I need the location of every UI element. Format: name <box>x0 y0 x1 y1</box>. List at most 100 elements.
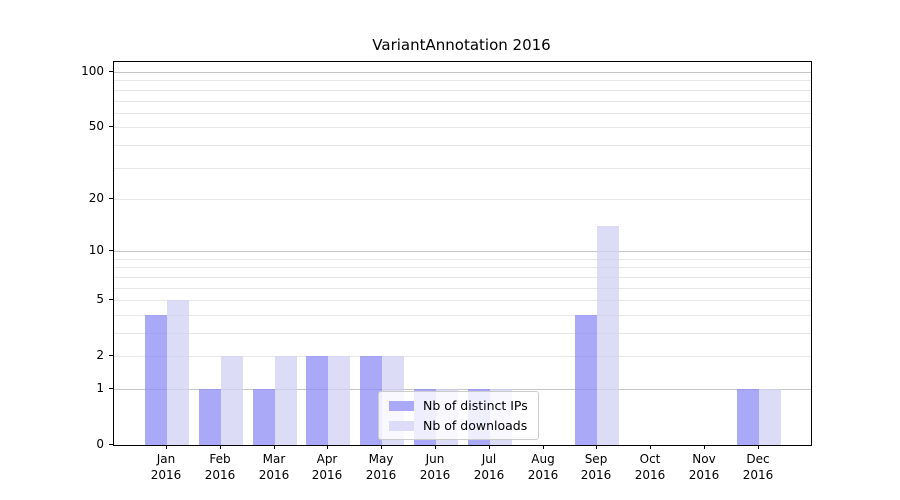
x-tick-month: Jun <box>425 452 445 466</box>
x-tick-year: 2016 <box>150 468 182 482</box>
legend-entry-downloads: Nb of downloads <box>389 419 528 432</box>
x-tick-month: May <box>368 452 394 466</box>
bar-ips-sep <box>575 314 598 445</box>
gridline-major <box>114 72 811 73</box>
bar-ips-dec <box>736 389 759 445</box>
bar-ips-jan <box>145 314 167 445</box>
gridline-minor <box>114 89 811 91</box>
x-tick-year: 2016 <box>527 468 559 482</box>
legend: Nb of distinct IPs Nb of downloads <box>378 391 539 440</box>
y-tick-label: 5 <box>96 292 104 306</box>
x-tick-month: Oct <box>639 452 661 466</box>
x-tick-month: Apr <box>316 452 338 466</box>
x-tick-year: 2016 <box>634 468 666 482</box>
x-tick-year: 2016 <box>742 468 774 482</box>
x-tick-label: Apr 2016 <box>297 451 357 483</box>
gridline-minor <box>114 100 811 102</box>
x-tick-mark <box>489 445 490 449</box>
gridline-major <box>114 251 811 253</box>
x-tick-year: 2016 <box>204 468 236 482</box>
x-tick-label: Sep 2016 <box>566 451 626 483</box>
y-tick-mark <box>109 71 113 72</box>
gridline-minor <box>114 314 811 316</box>
x-tick-month: Mar <box>262 452 286 466</box>
x-tick-mark <box>274 445 275 449</box>
legend-swatch-downloads <box>389 420 414 431</box>
x-tick-mark <box>435 445 436 449</box>
x-tick-month: Jan <box>156 452 176 466</box>
gridline-minor <box>114 198 811 200</box>
gridline-minor <box>114 276 811 278</box>
bar-downloads-sep <box>597 226 620 445</box>
y-tick-label: 50 <box>88 119 104 133</box>
x-tick-label: Dec 2016 <box>728 451 788 483</box>
x-tick-month: Sep <box>584 452 608 466</box>
x-tick-label: Jul 2016 <box>459 451 519 483</box>
gridline-minor <box>114 356 811 358</box>
x-tick-mark <box>758 445 759 449</box>
x-tick-year: 2016 <box>473 468 505 482</box>
y-tick-label: 20 <box>88 191 104 205</box>
bar-downloads-jan <box>167 300 189 445</box>
gridline-minor <box>114 267 811 269</box>
gridline-minor <box>114 127 811 129</box>
x-tick-label: Aug 2016 <box>513 451 573 483</box>
x-tick-label: Nov 2016 <box>674 451 734 483</box>
gridline-minor <box>114 333 811 334</box>
bar-ips-apr <box>306 356 329 445</box>
y-tick-label: 10 <box>88 243 104 257</box>
x-tick-mark <box>596 445 597 449</box>
bar-ips-mar <box>252 389 275 445</box>
y-tick-label: 2 <box>96 348 104 362</box>
gridline-minor <box>114 167 811 169</box>
x-tick-year: 2016 <box>365 468 397 482</box>
plot-area: Nb of distinct IPs Nb of downloads <box>113 61 812 446</box>
y-tick-mark <box>109 355 113 356</box>
gridline-minor <box>114 258 811 260</box>
gridline-minor <box>114 287 811 289</box>
y-tick-mark <box>109 444 113 445</box>
legend-swatch-distinct-ips <box>389 400 414 411</box>
bar-downloads-feb <box>220 356 243 445</box>
x-tick-year: 2016 <box>580 468 612 482</box>
legend-label-downloads: Nb of downloads <box>423 418 528 433</box>
x-tick-month: Feb <box>209 452 231 466</box>
x-tick-label: Jan 2016 <box>136 451 196 483</box>
x-tick-month: Aug <box>531 452 555 466</box>
x-tick-mark <box>166 445 167 449</box>
x-tick-mark <box>704 445 705 449</box>
bar-downloads-dec <box>758 389 781 445</box>
y-tick-mark <box>109 198 113 199</box>
x-tick-year: 2016 <box>688 468 720 482</box>
x-tick-label: Oct 2016 <box>620 451 680 483</box>
y-tick-mark <box>109 388 113 389</box>
gridline-minor <box>114 300 811 302</box>
y-tick-mark <box>109 299 113 300</box>
bar-ips-may <box>360 356 383 445</box>
x-tick-label: Jun 2016 <box>405 451 465 483</box>
x-tick-mark <box>381 445 382 449</box>
chart-title: VariantAnnotation 2016 <box>372 36 551 54</box>
x-tick-mark <box>650 445 651 449</box>
bar-ips-feb <box>198 389 221 445</box>
x-tick-mark <box>220 445 221 449</box>
x-tick-label: Feb 2016 <box>190 451 250 483</box>
y-tick-mark <box>109 126 113 127</box>
y-tick-label: 1 <box>96 381 104 395</box>
gridline-major <box>114 389 811 390</box>
y-tick-label: 0 <box>96 437 104 451</box>
y-tick-label: 100 <box>81 64 104 78</box>
gridline-minor <box>114 112 811 114</box>
x-tick-month: Nov <box>692 452 716 466</box>
x-tick-label: May 2016 <box>351 451 411 483</box>
bar-downloads-apr <box>328 356 351 445</box>
legend-entry-distinct-ips: Nb of distinct IPs <box>389 399 528 412</box>
legend-label-distinct-ips: Nb of distinct IPs <box>423 398 528 413</box>
x-tick-year: 2016 <box>258 468 290 482</box>
x-tick-year: 2016 <box>419 468 451 482</box>
x-tick-year: 2016 <box>311 468 343 482</box>
x-tick-month: Dec <box>746 452 770 466</box>
x-tick-label: Mar 2016 <box>244 451 304 483</box>
gridline-minor <box>114 80 811 82</box>
